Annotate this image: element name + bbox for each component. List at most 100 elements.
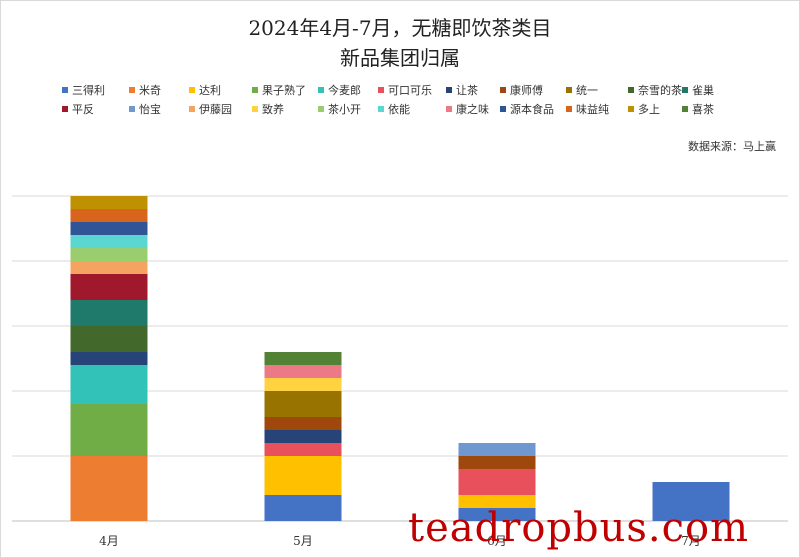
bar-segment <box>458 508 536 521</box>
legend-swatch <box>628 106 634 112</box>
bar-segment <box>70 352 148 365</box>
data-source-note: 数据来源：马上赢 <box>688 140 776 153</box>
legend-label: 统一 <box>576 84 598 97</box>
legend-item: 源本食品 <box>500 101 554 117</box>
legend-swatch <box>129 87 135 93</box>
legend-item: 康师傅 <box>500 82 543 98</box>
legend-item: 康之味 <box>446 101 489 117</box>
legend-swatch <box>378 87 384 93</box>
legend-item: 茶小开 <box>318 101 361 117</box>
legend-label: 可口可乐 <box>388 84 432 97</box>
legend-label: 达利 <box>199 84 221 97</box>
bar-segment <box>652 482 730 521</box>
legend-swatch <box>318 87 324 93</box>
bar-segment <box>70 209 148 222</box>
legend-item: 奈雪的茶 <box>628 82 682 98</box>
legend-item: 雀巢 <box>682 82 714 98</box>
bar-segment <box>70 274 148 300</box>
legend-item: 味益纯 <box>566 101 609 117</box>
legend-item: 致养 <box>252 101 284 117</box>
legend-label: 雀巢 <box>692 84 714 97</box>
bar-segment <box>264 391 342 417</box>
legend-item: 让茶 <box>446 82 478 98</box>
legend-swatch <box>189 87 195 93</box>
bar-segment <box>264 456 342 495</box>
legend-label: 奈雪的茶 <box>638 84 682 97</box>
chart-subtitle: 新品集团归属 <box>340 46 460 70</box>
legend-label: 致养 <box>262 103 284 116</box>
legend-label: 三得利 <box>72 84 105 97</box>
legend-label: 今麦郎 <box>328 84 361 97</box>
x-tick-label: 6月 <box>487 534 507 548</box>
legend-label: 康师傅 <box>510 84 543 97</box>
legend-swatch <box>500 87 506 93</box>
legend-label: 源本食品 <box>510 103 554 116</box>
bar-segment <box>264 443 342 456</box>
legend-label: 怡宝 <box>139 103 161 116</box>
legend-item: 依能 <box>378 101 410 117</box>
bar-segment <box>70 300 148 326</box>
legend-item: 今麦郎 <box>318 82 361 98</box>
bar-segment <box>70 326 148 352</box>
bar-segment <box>70 235 148 248</box>
bar-segment <box>458 456 536 469</box>
legend-label: 伊藤园 <box>199 103 232 116</box>
legend-item: 喜茶 <box>682 101 714 117</box>
legend-swatch <box>566 87 572 93</box>
legend-item: 多上 <box>628 101 660 117</box>
bar-segment <box>70 248 148 261</box>
bar-segment <box>70 365 148 404</box>
legend-swatch <box>446 87 452 93</box>
x-tick-label: 7月 <box>681 534 701 548</box>
bar-segment <box>458 469 536 495</box>
bar-segment <box>458 443 536 456</box>
legend-label: 依能 <box>388 103 410 116</box>
legend-item: 平反 <box>62 101 94 117</box>
legend-label: 平反 <box>72 103 94 116</box>
legend-item: 怡宝 <box>129 101 161 117</box>
bar-segment <box>264 365 342 378</box>
legend-swatch <box>62 106 68 112</box>
legend-label: 茶小开 <box>328 103 361 116</box>
bar-segment <box>264 495 342 521</box>
legend-item: 可口可乐 <box>378 82 432 98</box>
legend-label: 味益纯 <box>576 103 609 116</box>
legend-label: 让茶 <box>456 84 478 97</box>
bar-segment <box>70 196 148 209</box>
legend-label: 喜茶 <box>692 103 714 116</box>
legend-item: 米奇 <box>129 82 161 98</box>
legend-swatch <box>566 106 572 112</box>
watermark: teadropbus.com <box>408 505 750 551</box>
legend-label: 果子熟了 <box>262 84 306 97</box>
legend-swatch <box>378 106 384 112</box>
chart-title: 2024年4月-7月，无糖即饮茶类目 <box>248 16 552 40</box>
legend-swatch <box>252 87 258 93</box>
legend-swatch <box>189 106 195 112</box>
bar-segment <box>70 261 148 274</box>
legend-swatch <box>500 106 506 112</box>
bar-segment <box>70 222 148 235</box>
legend-label: 米奇 <box>139 84 161 97</box>
legend-item: 伊藤园 <box>189 101 232 117</box>
legend-swatch <box>682 87 688 93</box>
legend-swatch <box>446 106 452 112</box>
legend-item: 三得利 <box>62 82 105 98</box>
bar-segment <box>264 430 342 443</box>
legend-swatch <box>628 87 634 93</box>
x-tick-label: 5月 <box>293 534 313 548</box>
legend-item: 统一 <box>566 82 598 98</box>
bar-segment <box>70 404 148 456</box>
x-tick-label: 4月 <box>99 534 119 548</box>
legend-item: 达利 <box>189 82 221 98</box>
legend-swatch <box>62 87 68 93</box>
legend-label: 康之味 <box>456 103 489 116</box>
legend-swatch <box>252 106 258 112</box>
bar-segment <box>264 417 342 430</box>
bar-segment <box>70 456 148 521</box>
bar-segment <box>458 495 536 508</box>
bar-segment <box>264 378 342 391</box>
legend-swatch <box>129 106 135 112</box>
bar-segment <box>264 352 342 365</box>
legend-swatch <box>318 106 324 112</box>
